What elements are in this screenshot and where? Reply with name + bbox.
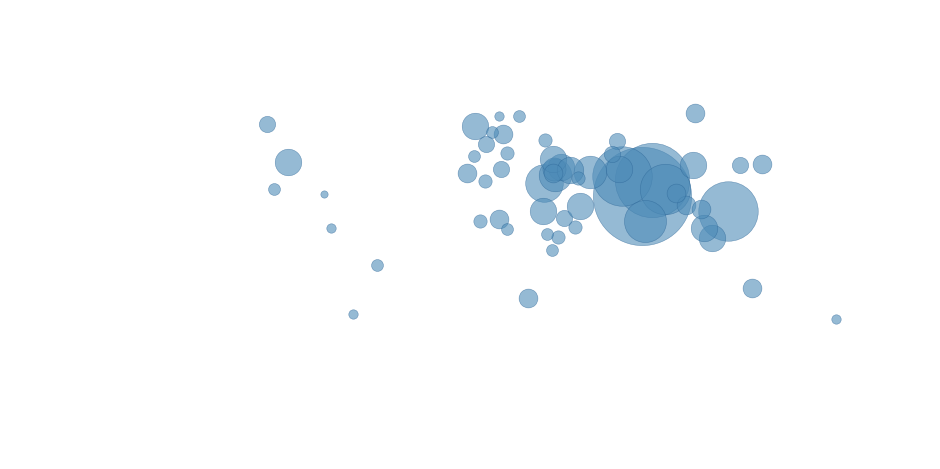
Point — [668, 189, 683, 197]
Point — [637, 217, 652, 225]
Point — [545, 155, 560, 162]
Point — [521, 295, 536, 302]
Point — [485, 129, 500, 136]
Point — [610, 137, 625, 144]
Point — [545, 246, 560, 253]
Point — [494, 165, 509, 173]
Point — [472, 217, 487, 225]
Point — [492, 112, 507, 119]
Point — [754, 160, 769, 168]
Point — [611, 165, 626, 173]
Point — [733, 161, 748, 168]
Point — [267, 186, 282, 193]
Point — [657, 186, 672, 193]
Point — [536, 207, 551, 215]
Point — [697, 225, 712, 232]
Point — [551, 233, 566, 241]
Point — [466, 152, 481, 159]
Point — [280, 159, 295, 166]
Point — [500, 149, 515, 157]
Point — [492, 215, 507, 222]
Point — [478, 140, 494, 148]
Point — [512, 113, 527, 120]
Point — [548, 172, 563, 179]
Point — [744, 284, 760, 291]
Point — [645, 176, 660, 184]
Point — [478, 177, 493, 184]
Point — [495, 130, 510, 138]
Point — [634, 192, 649, 199]
Point — [572, 202, 588, 209]
Point — [721, 207, 736, 215]
Point — [369, 262, 384, 269]
Point — [547, 165, 562, 173]
Point — [687, 110, 702, 117]
Point — [583, 168, 598, 175]
Point — [537, 179, 552, 187]
Point — [571, 174, 586, 182]
Point — [556, 215, 572, 222]
Point — [499, 226, 514, 233]
Point — [540, 230, 555, 238]
Point — [467, 122, 482, 129]
Point — [694, 205, 709, 212]
Point — [605, 150, 620, 158]
Point — [346, 310, 361, 318]
Point — [324, 224, 339, 231]
Point — [545, 169, 560, 176]
Point — [538, 136, 553, 144]
Point — [685, 161, 700, 169]
Point — [563, 166, 578, 174]
Point — [317, 190, 332, 197]
Point — [460, 169, 475, 177]
Point — [679, 201, 694, 209]
Point — [553, 163, 568, 171]
Point — [259, 121, 274, 128]
Point — [568, 223, 583, 230]
Point — [828, 315, 843, 323]
Point — [705, 234, 720, 242]
Point — [615, 172, 630, 180]
